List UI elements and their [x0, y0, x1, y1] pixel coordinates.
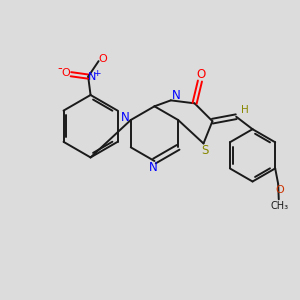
Text: O: O: [196, 68, 206, 81]
Text: N: N: [148, 161, 157, 174]
Text: CH₃: CH₃: [271, 201, 289, 211]
Text: O: O: [61, 68, 70, 78]
Text: N: N: [88, 72, 96, 82]
Text: S: S: [201, 143, 208, 157]
Text: N: N: [121, 110, 129, 124]
Text: N: N: [172, 88, 181, 101]
Text: O: O: [275, 185, 284, 195]
Text: -: -: [57, 62, 62, 75]
Text: O: O: [98, 54, 107, 64]
Text: H: H: [241, 105, 248, 115]
Text: +: +: [93, 69, 101, 78]
